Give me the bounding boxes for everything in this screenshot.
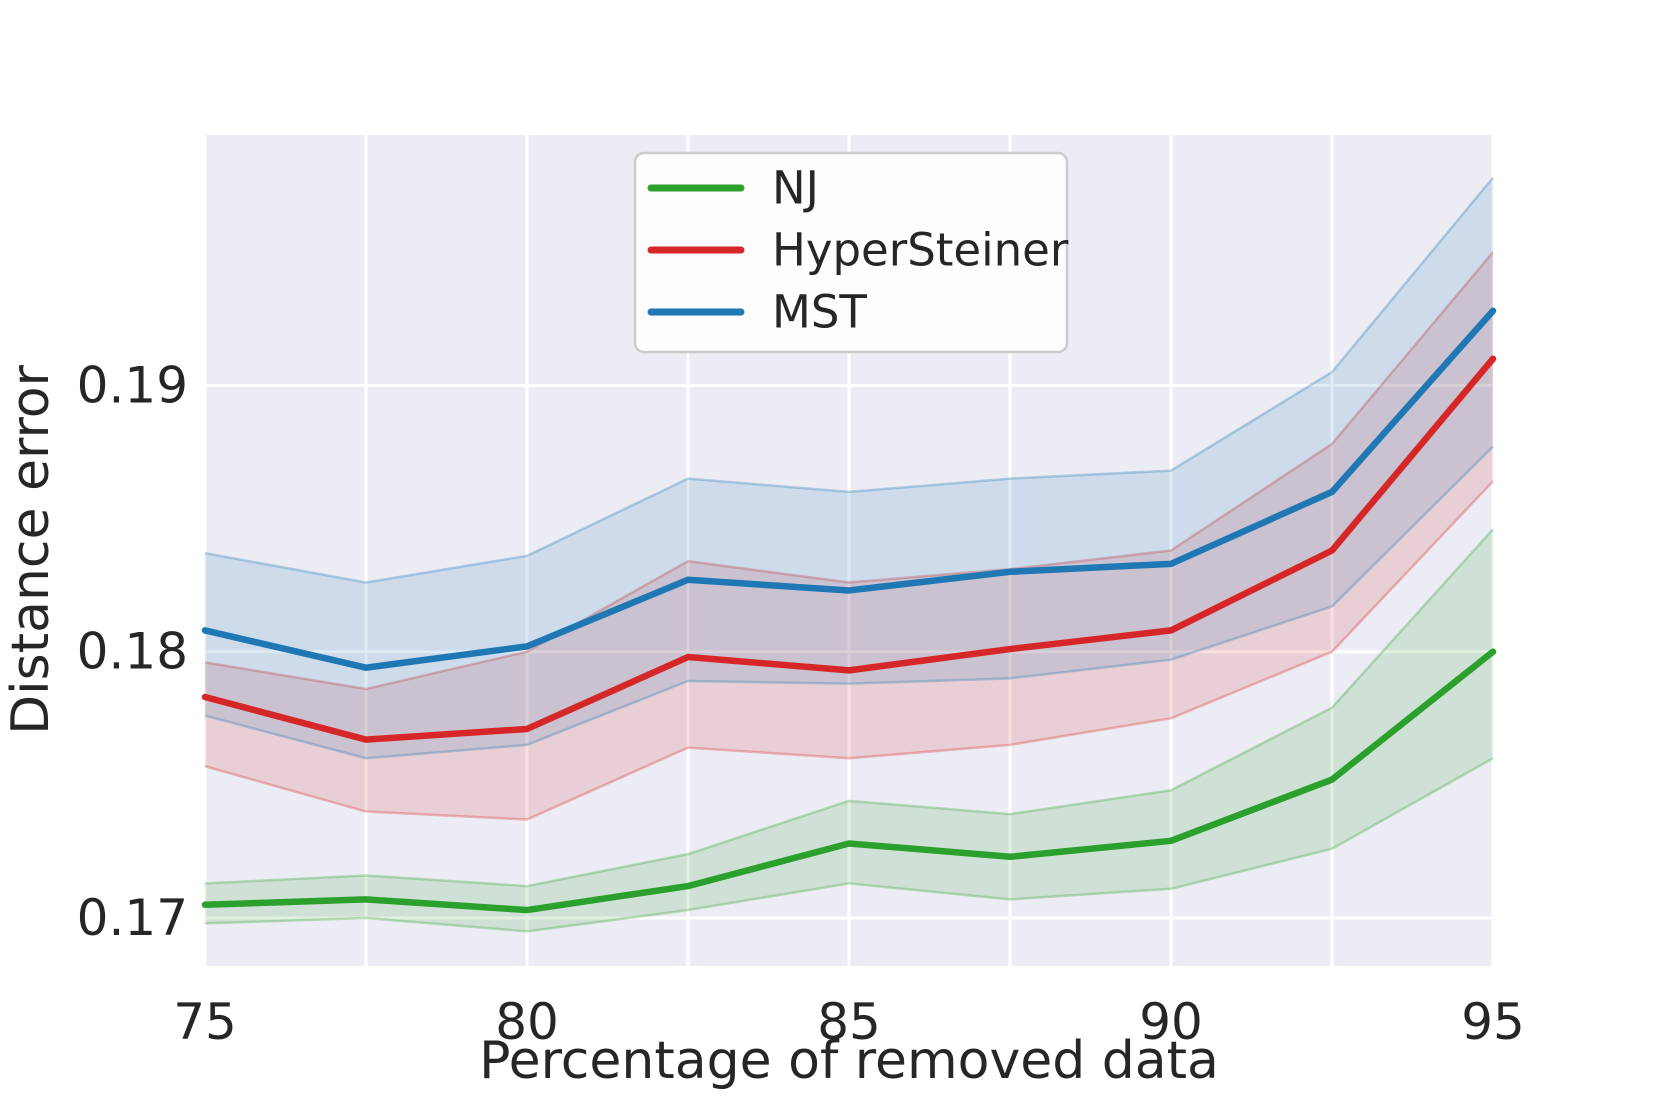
mst-line [201,307,1497,671]
hypersteiner-line [201,355,1497,743]
x-axis-label: Percentage of removed data [479,1031,1219,1091]
nj-band-upper-edge [204,528,1494,888]
x-tick-label-95: 95 [1461,993,1525,1051]
legend: NJ HyperSteiner MST [633,151,1069,354]
x-tick-label-75: 75 [173,993,237,1051]
hypersteiner-band-upper-edge [204,251,1494,691]
nj-line [201,648,1497,914]
y-tick-labels: 0.17 0.18 0.19 [77,356,188,947]
y-tick-label-0.19: 0.19 [77,356,188,414]
nj-confidence-band [205,529,1493,932]
x-tick-labels: 75 80 85 90 95 [173,993,1525,1051]
series-lines [201,307,1497,914]
x-tick-label-90: 90 [1139,993,1203,1051]
mst-band-upper-edge [204,176,1494,584]
gridlines [203,135,1495,966]
y-tick-label-0.18: 0.18 [77,623,188,681]
hypersteiner-confidence-band [205,252,1493,820]
y-tick-label-0.17: 0.17 [77,889,188,947]
mst-confidence-band [205,177,1493,759]
x-tick-label-85: 85 [817,993,881,1051]
legend-label-nj: NJ [772,162,819,215]
legend-box [633,151,1069,354]
y-axis-label: Distance error [1,364,61,734]
legend-label-mst: MST [772,286,867,339]
hypersteiner-band-lower-edge [204,480,1494,821]
mst-band-lower-edge [204,445,1494,760]
confidence-bands [204,176,1494,933]
x-tick-label-80: 80 [495,993,559,1051]
legend-label-hypersteiner: HyperSteiner [772,224,1069,277]
nj-band-lower-edge [204,757,1494,933]
